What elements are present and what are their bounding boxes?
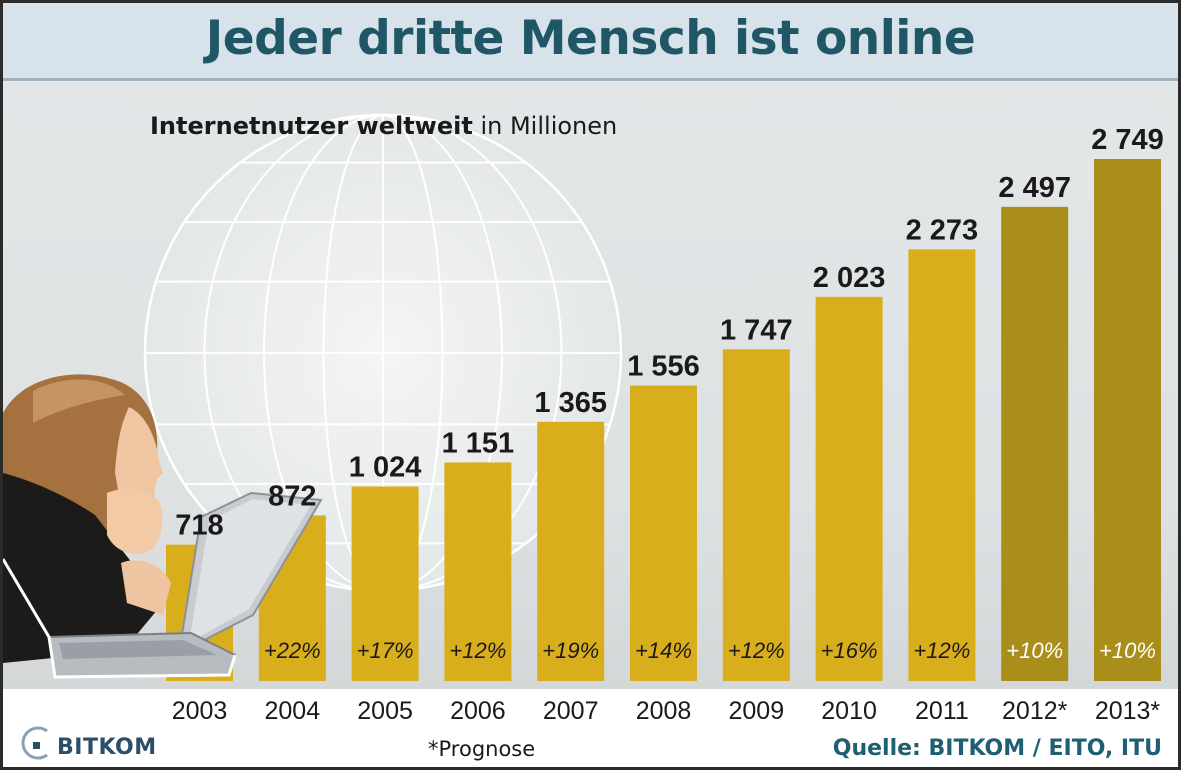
bitkom-logo-text: BITKOM: [57, 735, 157, 760]
growth-label: +12%: [913, 638, 970, 663]
subtitle-bold: Internetnutzer weltweit: [150, 112, 473, 140]
value-label: 2 497: [998, 172, 1071, 204]
bar-2008: [630, 385, 697, 681]
growth-label: +10%: [1006, 638, 1063, 663]
growth-label: +14%: [635, 638, 692, 663]
value-label: 718: [175, 510, 223, 542]
bar-2011: [908, 249, 976, 681]
chart-title: Jeder dritte Mensch ist online: [205, 11, 976, 66]
value-label: 1 365: [534, 387, 607, 419]
x-tick-label: 2012*: [1002, 697, 1068, 725]
woman-with-laptop-illustration: [3, 374, 323, 679]
x-tick-label: 2007: [543, 697, 599, 725]
bar-chart: 718 2003 872 +22% 2004 1 024 +17% 2005 1 151 +12%…: [3, 113, 1164, 725]
bar-2006: [444, 462, 512, 681]
growth-label: +12%: [728, 638, 785, 663]
growth-label: +19%: [542, 638, 599, 663]
x-tick-label: 2006: [450, 697, 506, 725]
x-tick-label: 2011: [915, 697, 969, 725]
subtitle-unit: in Millionen: [480, 112, 618, 140]
x-tick-label: 2004: [264, 697, 320, 725]
growth-label: +12%: [449, 638, 506, 663]
chart-subtitle: Internetnutzer weltweit in Millionen: [150, 112, 617, 140]
bar-2009: [722, 349, 790, 681]
x-tick-label: 2009: [728, 697, 784, 725]
bitkom-logo: BITKOM: [17, 725, 167, 765]
value-label: 2 273: [906, 214, 979, 246]
growth-label: +10%: [1099, 638, 1156, 663]
x-tick-label: 2010: [821, 697, 877, 725]
value-label: 1 556: [627, 351, 700, 383]
x-tick-label: 2003: [172, 697, 228, 725]
bar-2005: [351, 486, 419, 681]
forecast-note: *Prognose: [428, 737, 536, 761]
x-tick-label: 2008: [636, 697, 692, 725]
bar-2013*: [1094, 159, 1161, 681]
value-label: 1 747: [720, 314, 793, 346]
x-tick-label: 2005: [357, 697, 413, 725]
bar-2010: [815, 296, 883, 681]
value-label: 1 024: [349, 452, 422, 484]
source-note: Quelle: BITKOM / EITO, ITU: [832, 736, 1162, 761]
x-tick-label: 2013*: [1095, 697, 1161, 725]
growth-label: +16%: [821, 638, 878, 663]
value-label: 1 151: [442, 427, 515, 459]
bitkom-logo-mark: [21, 726, 48, 760]
value-label: 2 749: [1091, 124, 1164, 156]
value-label: 2 023: [813, 262, 886, 294]
value-label: 872: [268, 480, 316, 512]
growth-label: +17%: [357, 638, 414, 663]
growth-label: +22%: [264, 638, 321, 663]
title-banner: Jeder dritte Mensch ist online: [3, 3, 1178, 81]
bar-2007: [537, 421, 605, 681]
bar-2012*: [1001, 206, 1069, 682]
